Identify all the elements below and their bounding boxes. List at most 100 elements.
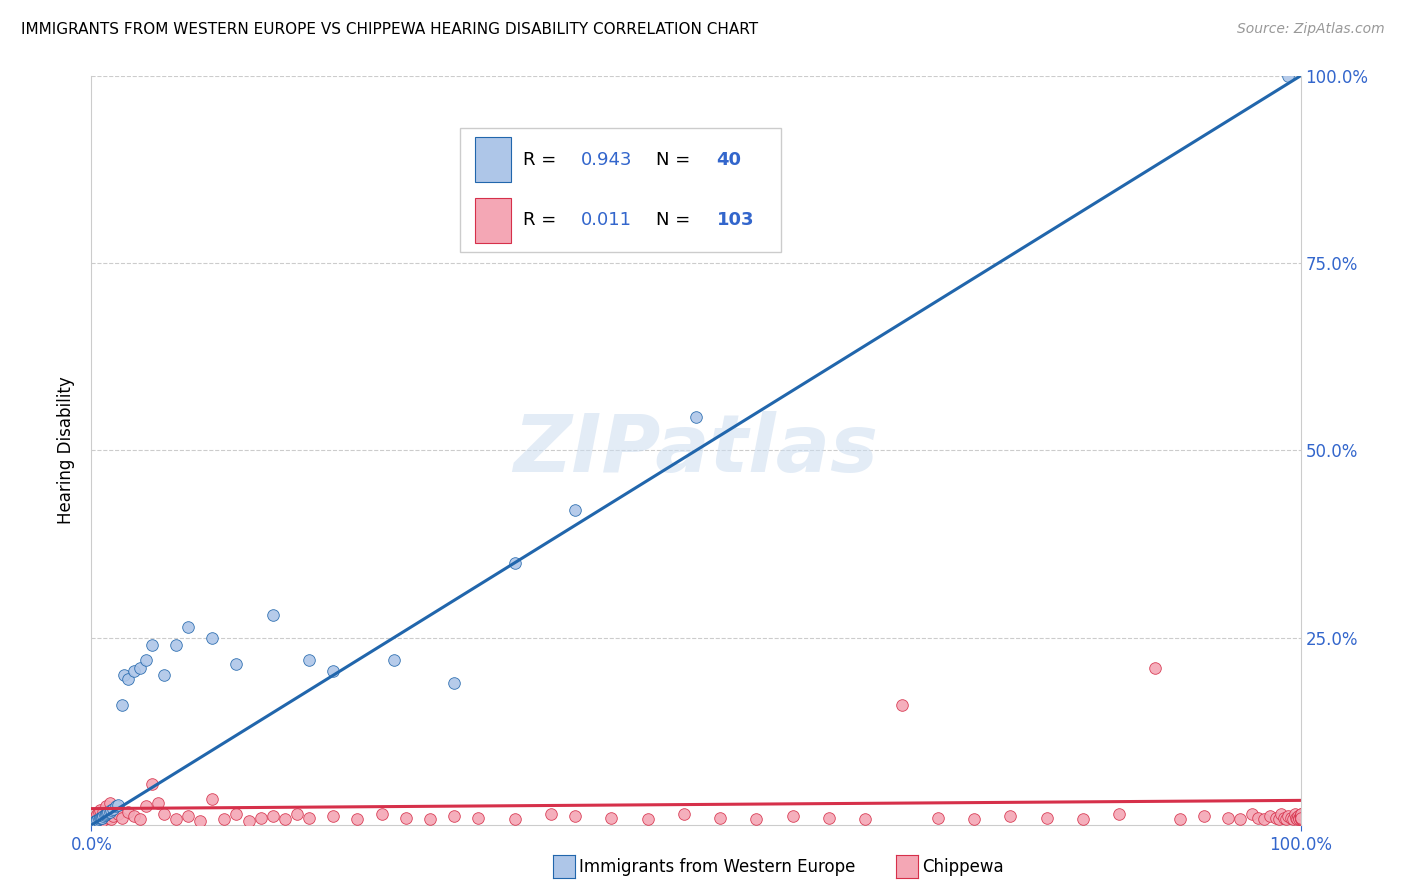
Point [853, 812, 876, 826]
Point [1270, 806, 1292, 821]
Point [97, 805, 120, 820]
Point [1108, 806, 1130, 821]
Point [122, 665, 145, 679]
Point [672, 806, 695, 821]
Point [262, 608, 284, 623]
Point [146, 796, 169, 810]
Point [1279, 811, 1302, 825]
Point [298, 811, 321, 825]
Point [1168, 812, 1191, 826]
Point [93, 808, 115, 822]
Point [94, 806, 117, 821]
Point [128, 661, 150, 675]
Point [89, 811, 111, 825]
Point [1288, 812, 1310, 826]
Point [1192, 809, 1215, 823]
Point [395, 811, 418, 825]
Point [370, 806, 392, 821]
Point [285, 806, 308, 821]
Point [249, 811, 271, 825]
Point [84, 814, 107, 829]
Point [443, 675, 465, 690]
Point [745, 812, 768, 826]
Point [84, 814, 107, 828]
Point [93, 805, 115, 819]
FancyBboxPatch shape [475, 137, 510, 182]
Point [89, 803, 111, 817]
Point [238, 814, 260, 828]
Point [1275, 812, 1298, 826]
Point [467, 811, 489, 825]
Text: R =: R = [523, 211, 562, 229]
Point [165, 812, 187, 826]
Point [84, 811, 107, 825]
Point [86, 815, 108, 830]
Point [1289, 811, 1312, 825]
Point [104, 799, 127, 814]
Point [188, 814, 211, 829]
Point [1260, 809, 1282, 823]
Text: 40: 40 [717, 151, 741, 169]
Text: 103: 103 [717, 211, 754, 229]
Point [84, 809, 107, 823]
Point [101, 809, 124, 823]
Point [97, 811, 120, 825]
Point [214, 812, 236, 826]
Point [322, 809, 344, 823]
Point [100, 803, 122, 817]
Point [153, 668, 176, 682]
Point [83, 815, 105, 830]
Point [87, 812, 110, 826]
Point [225, 657, 247, 671]
Point [1253, 812, 1275, 826]
Text: 0.943: 0.943 [581, 151, 633, 169]
Point [128, 812, 150, 826]
Point [82, 815, 104, 830]
Point [503, 812, 526, 826]
Point [1277, 809, 1299, 823]
FancyBboxPatch shape [460, 128, 780, 252]
Point [1268, 812, 1291, 826]
Point [1241, 806, 1264, 821]
Point [564, 809, 586, 823]
Point [1229, 812, 1251, 826]
Point [1286, 809, 1309, 823]
Point [709, 811, 731, 825]
FancyBboxPatch shape [475, 198, 510, 243]
Point [201, 792, 224, 806]
Point [225, 806, 247, 821]
Point [1289, 806, 1312, 821]
Point [90, 812, 112, 826]
Point [91, 811, 114, 825]
Point [141, 777, 163, 791]
Point [346, 812, 368, 826]
Point [382, 653, 405, 667]
Point [104, 803, 127, 817]
Point [90, 811, 112, 825]
Text: IMMIGRANTS FROM WESTERN EUROPE VS CHIPPEWA HEARING DISABILITY CORRELATION CHART: IMMIGRANTS FROM WESTERN EUROPE VS CHIPPE… [21, 22, 758, 37]
Text: Immigrants from Western Europe: Immigrants from Western Europe [579, 858, 856, 876]
Y-axis label: Hearing Disability: Hearing Disability [58, 376, 76, 524]
Point [87, 805, 110, 819]
Point [177, 619, 200, 633]
Point [94, 799, 117, 814]
Point [117, 672, 139, 686]
Point [165, 638, 187, 652]
Point [107, 806, 129, 821]
Point [1277, 69, 1299, 83]
Point [685, 409, 707, 424]
Point [1289, 811, 1312, 825]
Point [927, 811, 949, 825]
Point [1284, 806, 1306, 821]
Point [600, 811, 623, 825]
Point [564, 503, 586, 517]
Point [122, 809, 145, 823]
Point [98, 796, 121, 810]
Point [1285, 811, 1308, 825]
Text: R =: R = [523, 151, 562, 169]
Point [540, 806, 562, 821]
Point [298, 653, 321, 667]
Point [112, 668, 135, 682]
Point [1265, 811, 1288, 825]
Point [111, 811, 132, 825]
